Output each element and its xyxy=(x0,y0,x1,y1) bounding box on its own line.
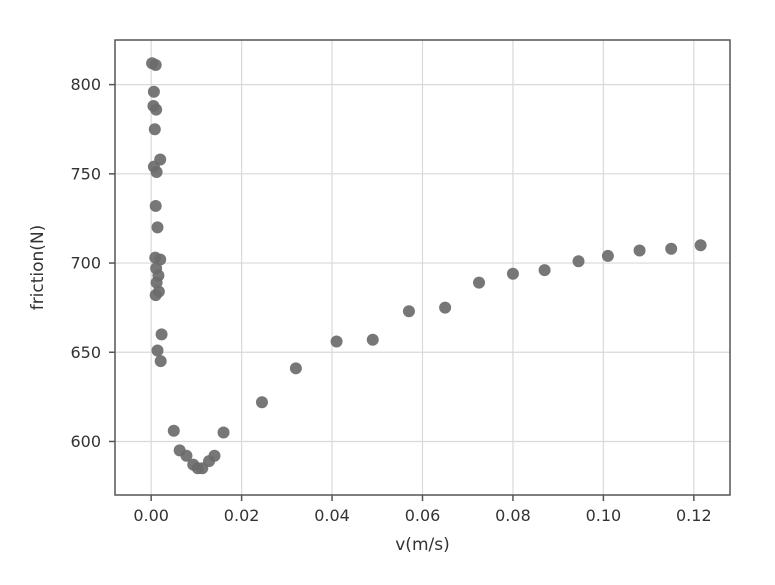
data-point xyxy=(602,250,614,262)
data-point xyxy=(256,396,268,408)
scatter-chart: 0.00 0.02 0.04 0.06 0.08 0.10 0.12 600 650 700 750… xyxy=(0,0,775,585)
x-tick-label: 0.08 xyxy=(495,506,531,525)
x-tick-label: 0.06 xyxy=(405,506,441,525)
data-point xyxy=(367,334,379,346)
data-point xyxy=(151,166,163,178)
data-point xyxy=(148,86,160,98)
data-point xyxy=(473,277,485,289)
data-point xyxy=(507,268,519,280)
data-point xyxy=(695,239,707,251)
data-point xyxy=(150,200,162,212)
x-tick-label: 0.02 xyxy=(224,506,260,525)
data-point xyxy=(156,328,168,340)
data-point xyxy=(403,305,415,317)
y-tick-label: 800 xyxy=(70,75,101,94)
data-point xyxy=(150,289,162,301)
data-point xyxy=(573,255,585,267)
y-axis-label: friction(N) xyxy=(28,225,48,311)
data-point xyxy=(168,425,180,437)
data-point xyxy=(439,302,451,314)
x-tick-label: 0.12 xyxy=(676,506,712,525)
data-point xyxy=(152,344,164,356)
data-point xyxy=(149,123,161,135)
data-point xyxy=(539,264,551,276)
x-tick-label: 0.00 xyxy=(133,506,169,525)
y-tick-label: 700 xyxy=(70,254,101,273)
chart-svg: 0.00 0.02 0.04 0.06 0.08 0.10 0.12 600 650 700 750… xyxy=(0,0,775,585)
data-point xyxy=(634,245,646,257)
x-tick-label: 0.04 xyxy=(314,506,350,525)
y-tick-label: 600 xyxy=(70,432,101,451)
data-point xyxy=(150,104,162,116)
data-point xyxy=(155,355,167,367)
y-tick-label: 650 xyxy=(70,343,101,362)
x-tick-label: 0.10 xyxy=(586,506,622,525)
data-point xyxy=(290,362,302,374)
data-point xyxy=(208,450,220,462)
data-point xyxy=(331,336,343,348)
y-tick-label: 750 xyxy=(70,164,101,183)
chart-background xyxy=(0,0,775,585)
data-point xyxy=(152,221,164,233)
data-point xyxy=(218,427,230,439)
data-point xyxy=(665,243,677,255)
x-axis-label: v(m/s) xyxy=(395,535,449,555)
data-point xyxy=(150,59,162,71)
